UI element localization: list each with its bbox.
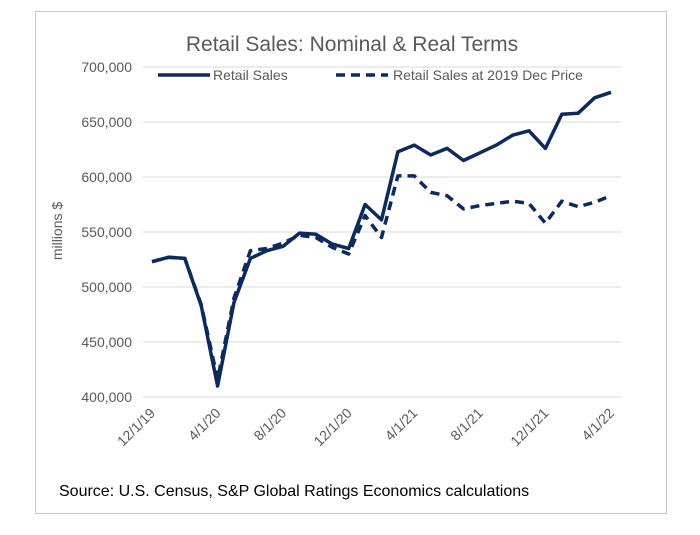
x-tick-label: 12/1/21 [507,405,551,449]
series-line-retail-sales-real [151,174,612,382]
y-tick-label: 600,000 [81,169,132,185]
y-tick-label: 700,000 [81,59,132,75]
x-tick-label: 8/1/21 [447,405,486,444]
gridlines [143,66,621,398]
chart-frame [35,11,667,514]
legend-label-retail-sales: Retail Sales [213,67,288,83]
x-tick-label: 8/1/20 [250,405,289,444]
y-axis-label: millions $ [49,202,65,261]
y-tick-label: 650,000 [81,114,132,130]
series-line-retail-sales [151,90,612,388]
y-tick-label: 500,000 [81,279,132,295]
x-tick-labels: 12/1/19 4/1/20 8/1/20 12/1/20 4/1/21 8/1/21 12… [114,405,617,449]
chart-title: Retail Sales: Nominal & Real Terms [186,33,518,56]
x-tick-label: 12/1/20 [310,405,354,449]
legend-label-retail-sales-real: Retail Sales at 2019 Dec Price [393,67,583,83]
x-tick-label: 4/1/22 [578,405,617,444]
x-tick-label: 4/1/21 [382,405,421,444]
series-lines [151,90,612,388]
x-tick-label: 12/1/19 [114,405,158,449]
y-tick-label: 400,000 [81,389,132,405]
source-note: Source: U.S. Census, S&P Global Ratings … [59,483,529,500]
x-tick-label: 4/1/20 [185,405,224,444]
y-tick-label: 450,000 [81,334,132,350]
y-tick-label: 550,000 [81,224,132,240]
y-tick-labels: 700,000 650,000 600,000 550,000 500,000 450,0… [81,59,132,405]
legend: Retail Sales Retail Sales at 2019 Dec Pr… [158,67,583,83]
